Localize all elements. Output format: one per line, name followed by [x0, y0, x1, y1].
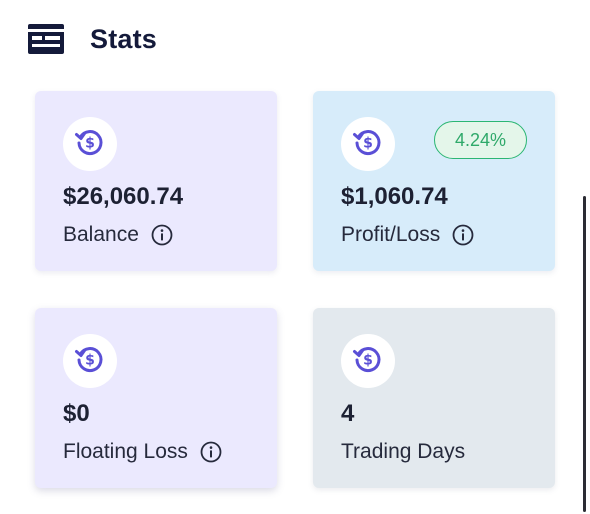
- stat-value: $0: [63, 400, 90, 427]
- stat-label: Floating Loss: [63, 440, 188, 463]
- icon-circle: $: [63, 117, 117, 171]
- stat-card-profit-loss: $ 4.24% $1,060.74 Profit/Loss: [313, 91, 555, 271]
- info-icon[interactable]: [200, 441, 222, 463]
- page-title: Stats: [90, 23, 158, 54]
- stat-value: $1,060.74: [341, 183, 448, 210]
- stat-card-floating-loss: $ $0 Floating Loss: [35, 308, 277, 488]
- icon-circle: $: [63, 334, 117, 388]
- svg-text:$: $: [85, 135, 95, 151]
- dollar-refresh-icon: $: [351, 125, 385, 164]
- svg-text:$: $: [363, 352, 373, 368]
- stat-card-trading-days: $ 4 Trading Days: [313, 308, 555, 488]
- stat-value: 4: [341, 400, 355, 427]
- info-icon[interactable]: [452, 224, 474, 246]
- scrollbar[interactable]: [583, 196, 586, 512]
- dollar-refresh-icon: $: [73, 125, 107, 164]
- icon-circle: $: [341, 334, 395, 388]
- dollar-refresh-icon: $: [73, 342, 107, 381]
- icon-circle: $: [341, 117, 395, 171]
- info-icon[interactable]: [151, 224, 173, 246]
- dollar-refresh-icon: $: [351, 342, 385, 381]
- stat-label: Profit/Loss: [341, 223, 441, 246]
- stat-label: Trading Days: [341, 440, 466, 463]
- svg-text:$: $: [85, 352, 95, 368]
- stat-card-balance: $ $26,060.74 Balance: [35, 91, 277, 271]
- dashboard-card-icon: [28, 24, 64, 54]
- stat-value: $26,060.74: [63, 183, 184, 210]
- svg-text:$: $: [363, 135, 373, 151]
- percent-change-badge: 4.24%: [434, 121, 527, 159]
- section-header: Stats: [28, 20, 157, 58]
- stat-label: Balance: [63, 223, 139, 246]
